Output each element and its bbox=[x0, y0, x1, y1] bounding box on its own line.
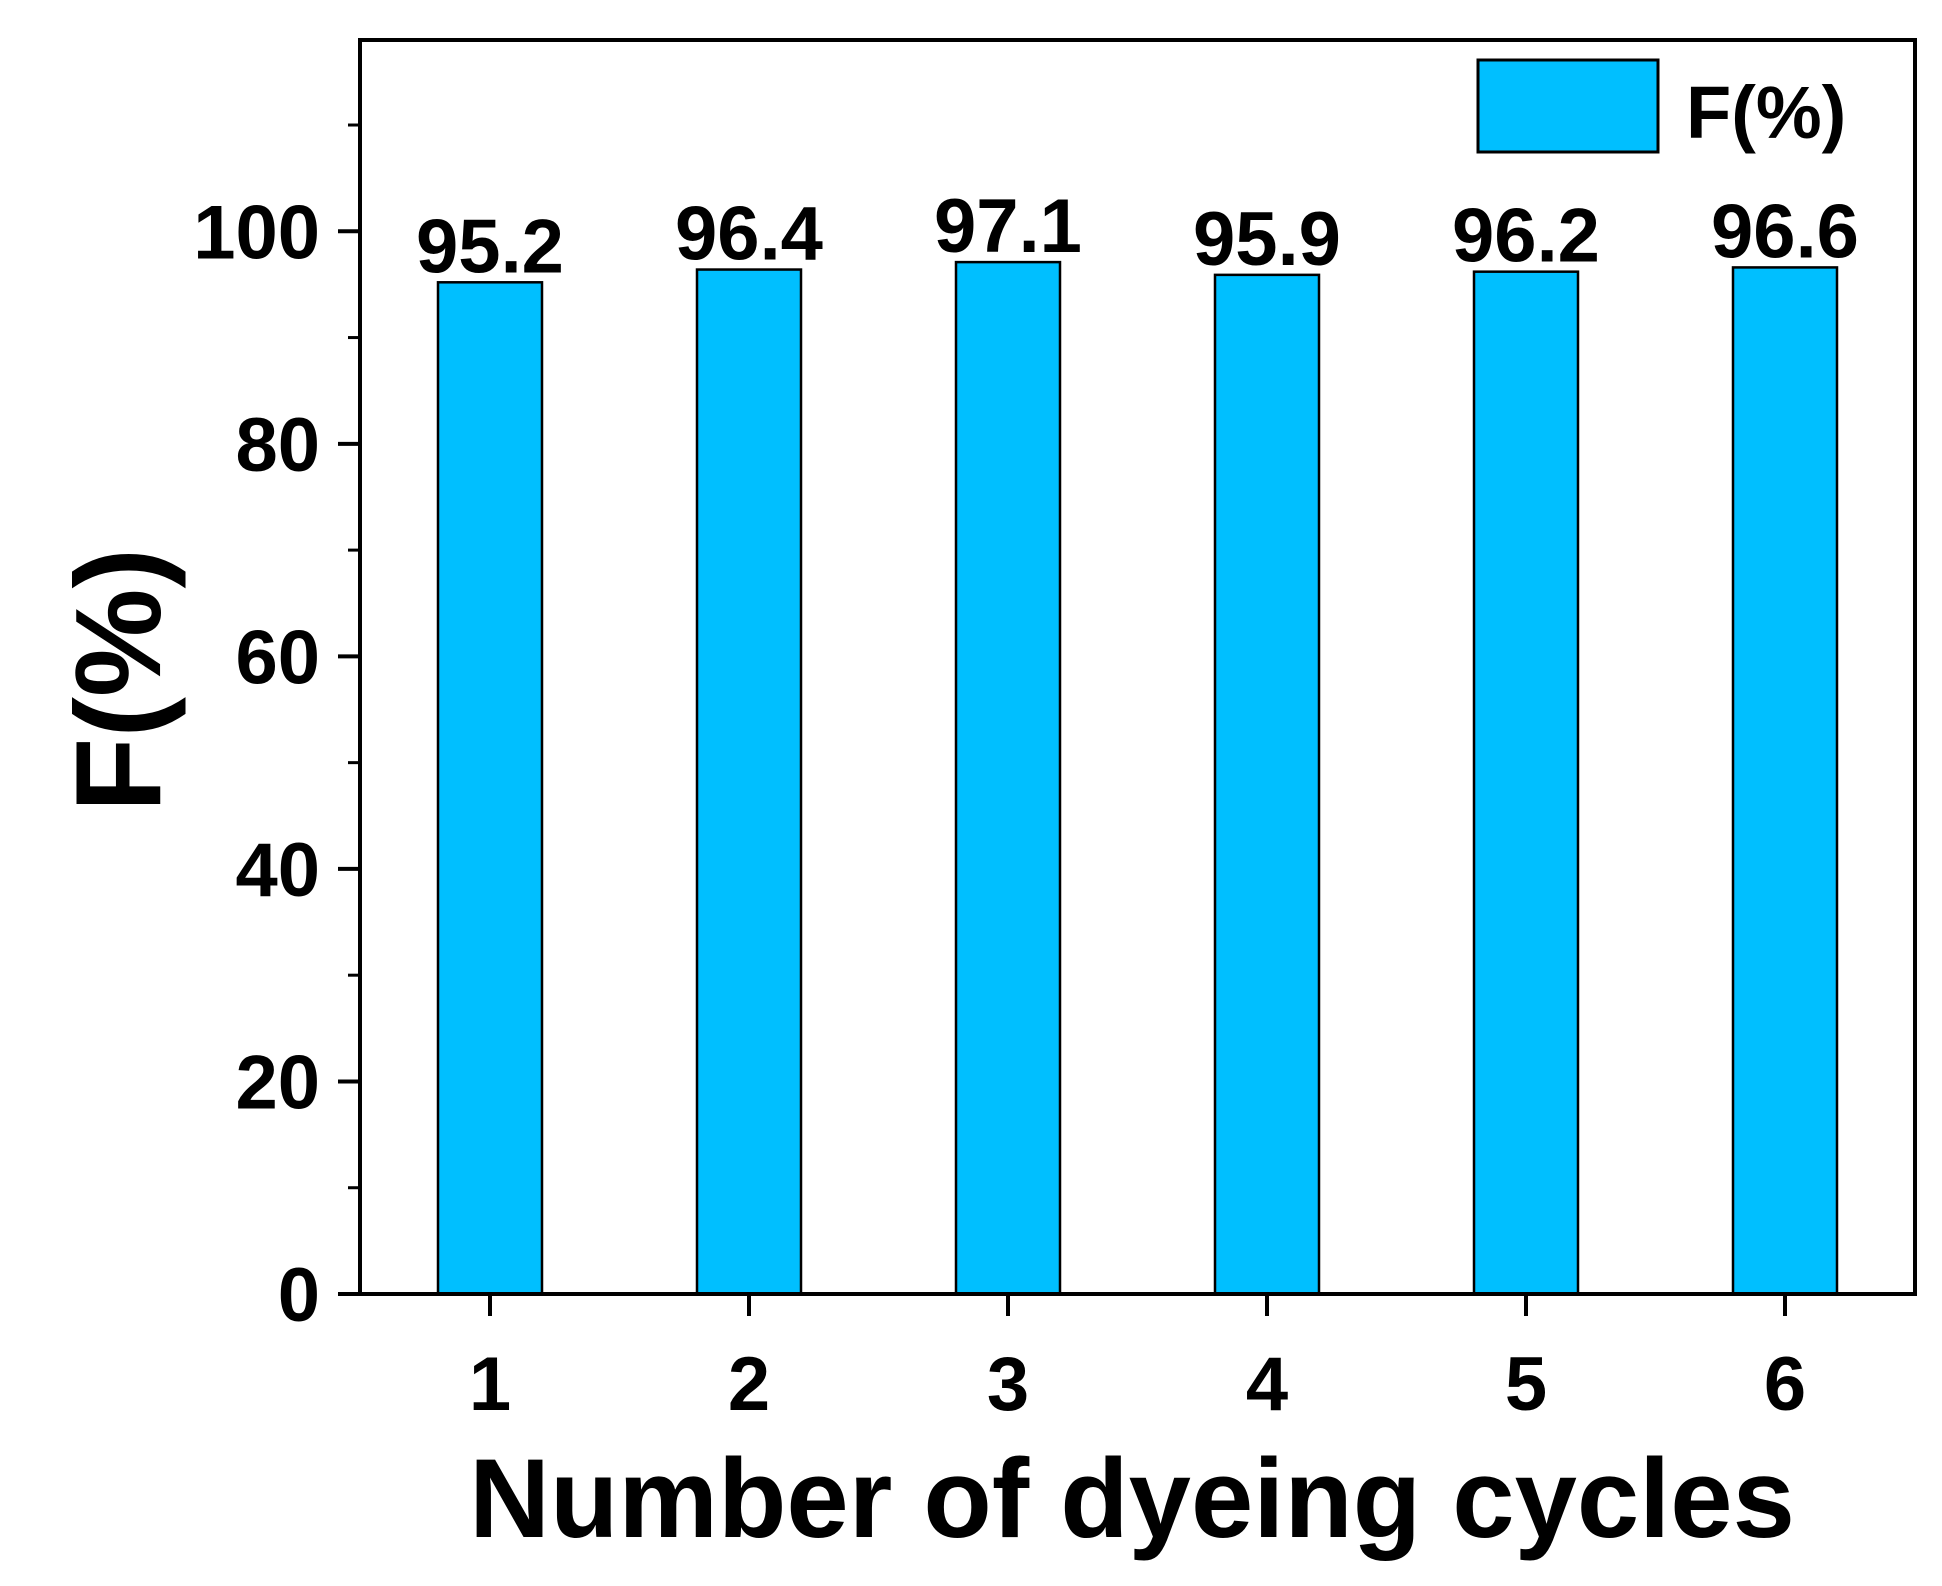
legend-label: F(%) bbox=[1686, 71, 1846, 154]
y-tick-label-100: 100 bbox=[193, 190, 320, 275]
y-tick-label-0: 0 bbox=[278, 1253, 320, 1338]
x-tick-label-1: 1 bbox=[469, 1342, 511, 1427]
data-labels: 95.2 96.4 97.1 95.9 96.2 96.6 bbox=[416, 184, 1859, 289]
bar-2 bbox=[695, 268, 803, 1296]
data-label-5: 96.2 bbox=[1452, 194, 1600, 279]
y-tick-label-40: 40 bbox=[235, 828, 320, 913]
data-label-1: 95.2 bbox=[416, 204, 564, 289]
y-tick-label-80: 80 bbox=[235, 403, 320, 488]
plot-frame bbox=[358, 38, 1917, 1296]
y-tick-label-20: 20 bbox=[235, 1040, 320, 1125]
bar-4 bbox=[1213, 273, 1321, 1296]
bar-5 bbox=[1472, 270, 1580, 1296]
bars-layer bbox=[436, 260, 1839, 1296]
x-tick-label-2: 2 bbox=[728, 1342, 770, 1427]
bar-1 bbox=[436, 281, 544, 1296]
bar-3 bbox=[954, 260, 1062, 1296]
y-axis-title: F(%) bbox=[50, 548, 186, 812]
legend-swatch bbox=[1476, 58, 1660, 154]
y-tick-label-60: 60 bbox=[235, 615, 320, 700]
data-label-6: 96.6 bbox=[1711, 189, 1859, 274]
legend: F(%) bbox=[1476, 58, 1846, 154]
x-tick-label-5: 5 bbox=[1505, 1342, 1547, 1427]
bar-6 bbox=[1731, 266, 1839, 1296]
data-label-2: 96.4 bbox=[675, 192, 823, 277]
x-tick-label-3: 3 bbox=[987, 1342, 1029, 1427]
x-tick-label-4: 4 bbox=[1246, 1342, 1288, 1427]
data-label-3: 97.1 bbox=[934, 184, 1082, 269]
x-axis-title: Number of dyeing cycles bbox=[469, 1436, 1795, 1561]
x-tick-label-6: 6 bbox=[1764, 1342, 1806, 1427]
data-label-4: 95.9 bbox=[1193, 197, 1341, 282]
